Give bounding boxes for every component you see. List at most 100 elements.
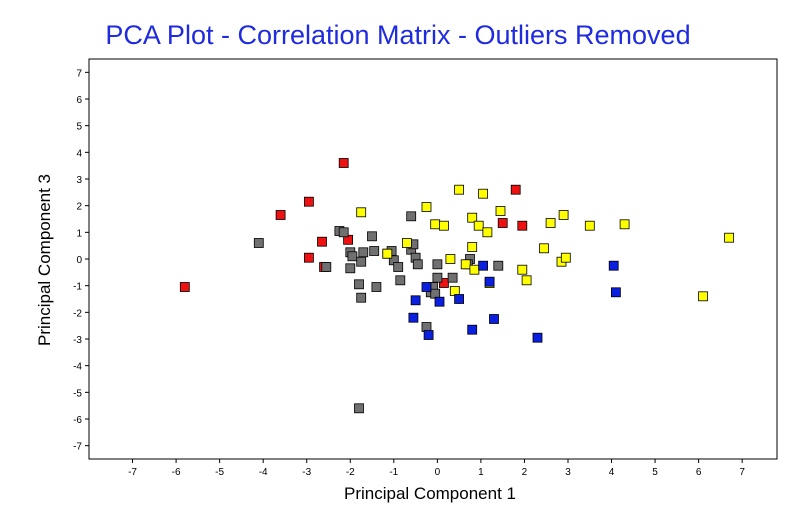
x-tick-label: -1: [389, 467, 398, 478]
y-tick-label: -4: [73, 362, 82, 373]
data-point-red: [510, 184, 521, 195]
data-point-yellow: [724, 232, 734, 243]
data-point-yellow: [469, 264, 480, 275]
y-tick-label: 4: [76, 148, 82, 159]
x-axis-ticks: -7 -6 -5 -4 -3 -2 -1 0 1 2 3 4 5 6 7: [128, 459, 745, 478]
y-tick-label: -1: [73, 282, 82, 293]
y-tick-label: 7: [76, 68, 82, 79]
data-point-yellow: [584, 220, 595, 231]
data-point-yellow: [482, 227, 493, 238]
data-point-yellow: [401, 238, 412, 248]
data-point-grey: [369, 246, 380, 256]
data-point-yellow: [545, 218, 556, 228]
chart-title: PCA Plot - Correlation Matrix - Outliers…: [105, 20, 691, 50]
data-point-red: [438, 278, 449, 288]
data-point-yellow: [356, 207, 367, 218]
data-point-blue: [484, 276, 495, 287]
data-point-yellow: [698, 291, 708, 302]
plot-area: [88, 58, 778, 460]
data-point-red: [275, 210, 286, 220]
data-point-yellow: [430, 219, 441, 230]
data-point-grey: [253, 238, 264, 248]
data-point-blue: [454, 294, 465, 304]
data-point-red: [179, 282, 190, 292]
data-point-grey: [371, 282, 382, 292]
data-point-yellow: [438, 220, 449, 231]
data-point-yellow: [495, 206, 506, 216]
y-tick-label: 0: [76, 255, 82, 266]
data-point-red: [303, 252, 314, 263]
data-point-grey: [406, 211, 417, 222]
y-tick-label: -3: [73, 335, 82, 346]
data-point-yellow: [560, 252, 571, 263]
data-point-blue: [410, 295, 421, 306]
x-tick-label: 0: [435, 467, 441, 478]
data-point-yellow: [517, 264, 528, 275]
x-axis-title: Principal Component 1: [344, 484, 516, 503]
data-point-blue: [611, 287, 621, 298]
data-point-grey: [356, 292, 367, 303]
y-tick-label: -2: [73, 308, 82, 319]
x-tick-label: 5: [652, 467, 658, 478]
data-points: [179, 158, 734, 414]
data-point-grey: [432, 259, 443, 270]
data-point-red: [517, 220, 528, 231]
data-point-yellow: [473, 220, 484, 231]
data-point-blue: [421, 282, 432, 292]
data-point-yellow: [460, 259, 471, 270]
data-point-grey: [345, 263, 356, 274]
data-point-grey: [356, 256, 367, 267]
y-axis-title: Principal Component 3: [35, 174, 54, 346]
data-point-red: [338, 158, 349, 168]
x-tick-label: 4: [609, 467, 615, 478]
data-point-yellow: [445, 254, 456, 264]
data-point-yellow: [421, 202, 432, 212]
y-tick-label: -6: [73, 415, 82, 426]
y-tick-label: 6: [76, 95, 82, 106]
data-point-yellow: [521, 275, 532, 286]
data-point-yellow: [619, 219, 630, 230]
data-point-blue: [467, 324, 478, 335]
data-point-blue: [532, 332, 543, 343]
data-point-yellow: [467, 212, 478, 223]
data-point-grey: [493, 260, 504, 271]
y-tick-label: 3: [76, 175, 82, 186]
data-point-yellow: [382, 248, 393, 259]
data-point-grey: [347, 251, 358, 262]
y-tick-label: 1: [76, 228, 82, 239]
data-point-grey: [393, 262, 404, 272]
x-tick-label: -3: [302, 467, 311, 478]
data-point-grey: [321, 262, 332, 272]
data-point-yellow: [454, 184, 465, 195]
data-point-blue: [608, 260, 619, 271]
y-tick-label: 5: [76, 122, 82, 133]
y-tick-label: -5: [73, 388, 82, 399]
data-point-yellow: [467, 242, 478, 252]
x-tick-label: 3: [565, 467, 571, 478]
data-point-grey: [358, 247, 369, 258]
data-point-blue: [408, 312, 419, 323]
x-tick-label: -7: [128, 467, 137, 478]
x-tick-label: -5: [215, 467, 224, 478]
data-point-red: [303, 196, 314, 207]
x-tick-label: 6: [696, 467, 702, 478]
y-axis-ticks: -7 -6 -5 -4 -3 -2 -1 0 1 2 3 4 5 6 7: [73, 68, 89, 453]
data-point-grey: [395, 275, 406, 286]
data-point-grey: [367, 231, 377, 242]
x-tick-label: 1: [478, 467, 484, 478]
y-tick-label: 2: [76, 202, 82, 213]
data-point-grey: [412, 259, 423, 270]
x-tick-label: 2: [522, 467, 528, 478]
data-point-red: [317, 236, 327, 247]
data-point-grey: [432, 272, 443, 283]
x-tick-label: -4: [259, 467, 268, 478]
x-tick-label: -6: [172, 467, 181, 478]
y-tick-label: -7: [73, 442, 82, 453]
x-tick-label: -2: [346, 467, 355, 478]
data-point-blue: [478, 260, 489, 271]
data-point-red: [497, 218, 508, 228]
data-point-yellow: [539, 243, 549, 254]
data-point-grey: [338, 227, 349, 238]
data-point-blue: [489, 314, 499, 324]
